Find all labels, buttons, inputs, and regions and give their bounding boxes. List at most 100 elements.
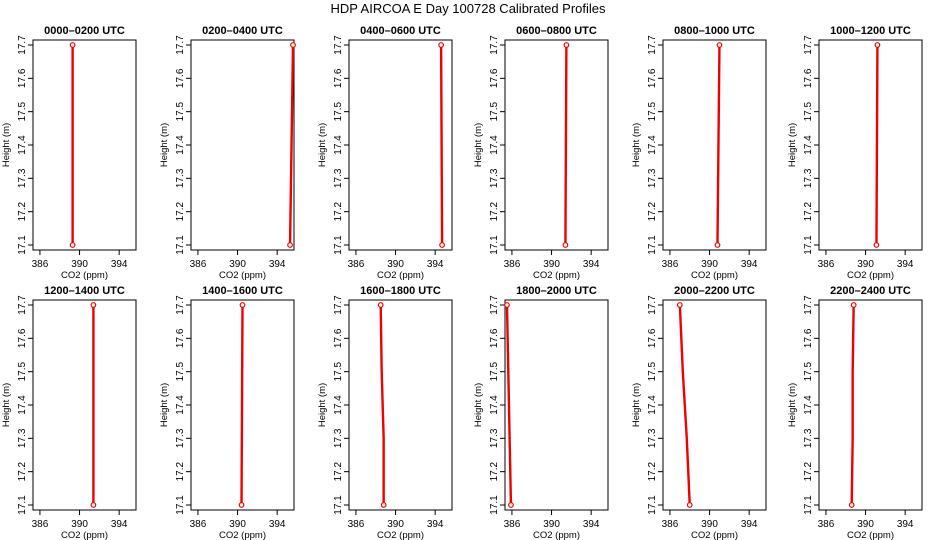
y-tick-label: 17.6 <box>489 68 500 88</box>
profile-point <box>714 242 721 248</box>
profile-point <box>563 42 570 48</box>
y-tick-label: 17.6 <box>17 68 28 88</box>
y-tick-label: 17.3 <box>17 168 28 188</box>
profile-line <box>505 304 513 506</box>
panel-title: 0000–0200 UTC <box>44 25 125 37</box>
y-tick-label: 17.5 <box>333 361 344 381</box>
x-tick-label: 394 <box>269 519 286 530</box>
x-tick-label: 394 <box>111 259 128 270</box>
x-tick-label: 386 <box>32 519 49 530</box>
x-tick-label: 386 <box>504 519 521 530</box>
panel-title: 0400–0600 UTC <box>360 25 441 37</box>
y-tick-label: 17.7 <box>647 35 658 55</box>
x-tick-label: 394 <box>111 519 128 530</box>
y-tick-label: 17.7 <box>803 35 814 55</box>
y-tick-label: 17.1 <box>175 495 186 515</box>
x-tick-label: 386 <box>662 259 679 270</box>
x-axis-label: CO2 (ppm) <box>61 530 108 540</box>
y-tick-label: 17.1 <box>803 495 814 515</box>
y-tick-label: 17.4 <box>333 395 344 415</box>
profile-point <box>716 42 723 48</box>
x-axis-label: CO2 (ppm) <box>847 530 894 540</box>
y-tick-label: 17.6 <box>489 328 500 348</box>
panel-title: 0800–1000 UTC <box>674 25 755 37</box>
panel-title: 0600–0800 UTC <box>516 25 597 37</box>
x-tick-label: 386 <box>504 259 521 270</box>
x-axis-label: CO2 (ppm) <box>847 270 894 281</box>
y-axis-label: Height (m) <box>787 123 798 167</box>
x-axis-label: CO2 (ppm) <box>61 270 108 281</box>
x-tick-label: 394 <box>269 259 286 270</box>
plot-frame <box>32 39 137 251</box>
plot-frame <box>348 299 453 511</box>
profile-line <box>678 304 691 506</box>
x-tick-label: 394 <box>897 519 914 530</box>
y-tick-label: 17.4 <box>489 395 500 415</box>
figure-title: HDP AIRCOA E Day 100728 Calibrated Profi… <box>330 1 606 16</box>
profile-point <box>69 242 76 248</box>
x-axis-label: CO2 (ppm) <box>691 530 738 540</box>
panel-11: 2000–2200 UTC 386 390 394 17.1 17.2 17.3 17.4 17… <box>631 285 767 540</box>
y-tick-label: 17.3 <box>175 168 186 188</box>
y-axis-label: Height (m) <box>473 123 484 167</box>
y-tick-label: 17.1 <box>489 235 500 255</box>
y-tick-label: 17.5 <box>489 101 500 121</box>
y-axis-label: Height (m) <box>317 123 328 167</box>
y-axis-label: Height (m) <box>631 383 642 427</box>
y-tick-label: 17.1 <box>647 495 658 515</box>
x-axis-label: CO2 (ppm) <box>219 530 266 540</box>
plot-frame <box>662 299 767 511</box>
profile-point <box>377 302 384 308</box>
x-axis-label: CO2 (ppm) <box>377 270 424 281</box>
y-tick-label: 17.3 <box>803 428 814 448</box>
x-tick-label: 390 <box>387 259 404 270</box>
y-tick-label: 17.1 <box>17 235 28 255</box>
panel-12: 2200–2400 UTC 386 390 394 17.1 17.2 17.3 17.4 17… <box>787 285 923 540</box>
x-tick-label: 386 <box>818 259 835 270</box>
y-tick-label: 17.5 <box>803 101 814 121</box>
x-axis-label: CO2 (ppm) <box>533 530 580 540</box>
y-tick-label: 17.5 <box>175 101 186 121</box>
y-tick-label: 17.7 <box>647 295 658 315</box>
y-tick-label: 17.2 <box>333 461 344 481</box>
y-axis-label: Height (m) <box>1 123 12 167</box>
profile-line <box>240 304 244 506</box>
x-tick-label: 386 <box>348 259 365 270</box>
y-tick-label: 17.1 <box>333 235 344 255</box>
x-tick-label: 390 <box>543 259 560 270</box>
y-tick-label: 17.6 <box>333 68 344 88</box>
y-tick-label: 17.4 <box>17 135 28 155</box>
y-tick-label: 17.2 <box>489 461 500 481</box>
x-tick-label: 390 <box>387 519 404 530</box>
panel-4: 0600–0800 UTC 386 390 394 17.1 17.2 17.3 17.4 17… <box>473 25 609 281</box>
profile-line <box>716 44 721 246</box>
y-tick-label: 17.2 <box>17 201 28 221</box>
y-tick-label: 17.4 <box>17 395 28 415</box>
y-tick-label: 17.5 <box>17 361 28 381</box>
x-tick-label: 386 <box>348 519 365 530</box>
profile-point <box>439 242 445 248</box>
y-tick-label: 17.6 <box>803 328 814 348</box>
y-tick-label: 17.5 <box>647 101 658 121</box>
y-tick-label: 17.1 <box>647 235 658 255</box>
panel-8: 1400–1600 UTC 386 390 394 17.1 17.2 17.3 17.4 17… <box>159 285 295 540</box>
x-tick-label: 394 <box>583 259 600 270</box>
profile-point <box>90 302 97 308</box>
y-tick-label: 17.7 <box>333 295 344 315</box>
plot-frame <box>504 299 609 511</box>
y-axis-label: Height (m) <box>317 383 328 427</box>
x-axis-label: CO2 (ppm) <box>691 270 738 281</box>
profile-line <box>850 304 855 506</box>
y-tick-label: 17.2 <box>489 201 500 221</box>
y-tick-label: 17.6 <box>647 68 658 88</box>
y-tick-label: 17.6 <box>647 328 658 348</box>
x-tick-label: 390 <box>701 259 718 270</box>
y-tick-label: 17.1 <box>17 495 28 515</box>
x-tick-label: 394 <box>897 259 914 270</box>
plot-frame <box>818 39 923 251</box>
y-tick-label: 17.2 <box>647 461 658 481</box>
y-tick-label: 17.5 <box>17 101 28 121</box>
plot-frame <box>662 39 767 251</box>
panel-title: 1600–1800 UTC <box>360 285 441 297</box>
